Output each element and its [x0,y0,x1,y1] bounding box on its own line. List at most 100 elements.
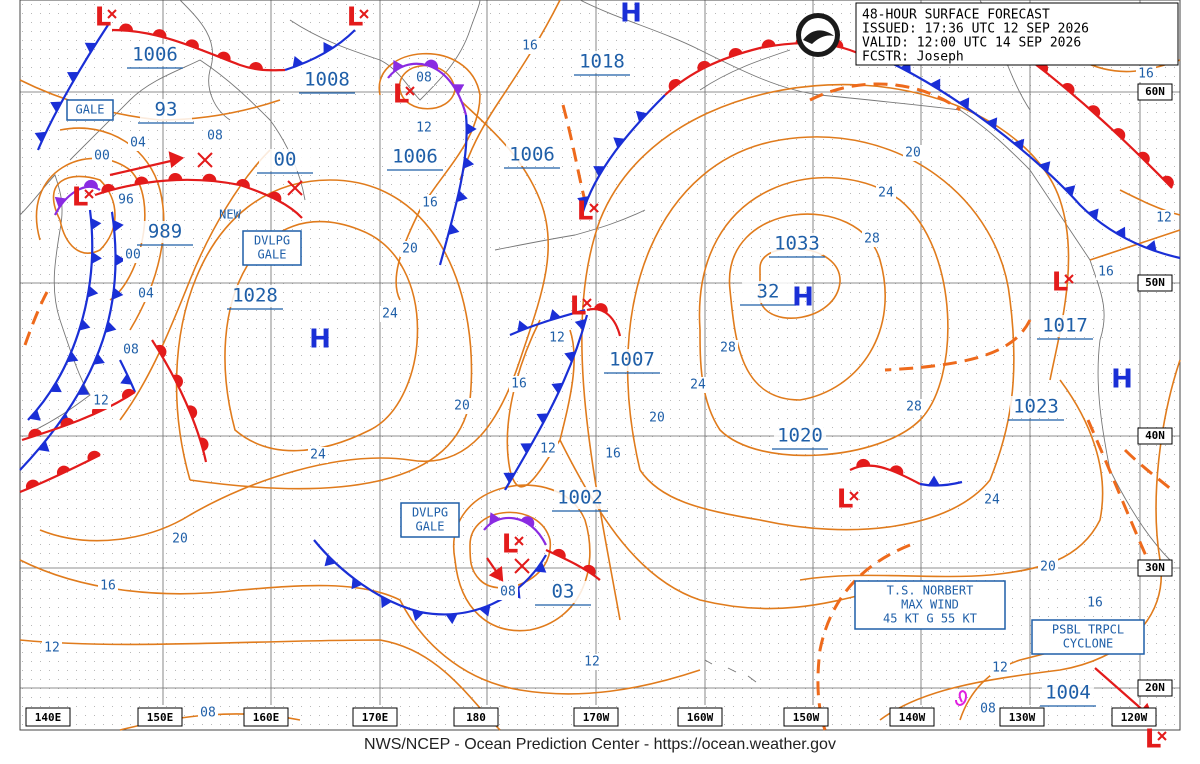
front-symbol [79,319,91,331]
front-symbol [155,344,167,358]
label-backdrop [116,192,136,208]
isobar-label: 16 [522,39,538,54]
pressure-value: 1008 [304,69,350,91]
front-line [509,308,586,337]
front-symbol [1113,128,1126,140]
cold-triangle [91,251,102,264]
front-symbol [520,443,533,454]
cold-triangle [593,166,605,177]
front-symbol [1062,82,1075,95]
front-symbol [582,564,596,576]
front-line [54,185,101,216]
isobar-label: 16 [1138,67,1154,82]
warm-semicircle [185,39,199,49]
warm-semicircle [202,173,217,182]
label-backdrop [414,120,434,136]
cold-triangle [113,219,124,232]
front-symbol [452,84,465,95]
label-backdrop [862,231,882,247]
noaa-logo [796,13,840,57]
warm-semicircle [668,78,682,91]
label-backdrop [92,148,112,164]
pressure-value: 03 [552,581,575,603]
front-line [861,48,1181,260]
lat-label: 30N [1145,561,1165,574]
front-symbol [856,458,871,467]
warm-semicircle [236,178,250,189]
warm-semicircle [155,344,167,358]
cold-triangle [54,196,67,208]
isobar-label: 08 [207,129,223,144]
front-symbol [351,577,363,590]
isobar-label: 16 [100,579,116,594]
low-symbol: L [1145,725,1162,755]
isobar-label: 24 [690,378,706,393]
x-marks [84,9,1167,741]
lon-label-box [1111,707,1157,727]
front-line [1029,59,1173,189]
label-backdrop [1038,559,1058,575]
lon-label-box [453,707,499,727]
isobar-label: 16 [605,447,621,462]
front-symbol [552,548,566,559]
annotation-box [1031,619,1145,655]
annotation-text: GALE [416,520,445,534]
front-symbol [187,405,198,419]
x-mark [514,558,530,574]
isobar-label: 08 [500,585,516,600]
front-symbol [113,219,124,232]
lon-label-box [137,707,183,727]
label-backdrop [128,135,148,151]
warm-semicircle [521,516,535,527]
front-symbol [121,388,135,400]
high-symbol: H [792,283,814,313]
cold-triangle [927,475,940,486]
front-symbol [217,51,231,62]
annotation-text: DVLPG [254,234,290,248]
isobar-label: 16 [1087,596,1103,611]
annotation-text: GALE [76,103,105,117]
cold-triangle [536,413,549,424]
cold-triangle [577,196,589,208]
lon-label: 160E [253,711,280,724]
front-symbol [445,613,458,625]
label-backdrop [1085,595,1105,611]
cold-triangle [986,117,998,130]
label-backdrop [301,69,353,91]
warm-semicircle [56,465,71,476]
warm-semicircle [424,59,439,70]
lat-label: 60N [1145,85,1165,98]
front-line [545,548,601,581]
warm-semicircle [121,388,135,400]
front-symbol [668,78,682,91]
low-symbol: L [347,3,364,33]
isobar-label: 12 [416,121,432,136]
front-symbol [60,417,75,428]
label-backdrop [1096,264,1116,280]
isobar-label: 24 [310,448,326,463]
front-symbol [574,318,587,331]
front-symbol [77,384,90,395]
label-backdrop [1154,210,1174,226]
front-line [284,29,356,72]
warm-semicircle [697,60,711,71]
isobar-label: 08 [200,706,216,721]
cold-triangle [324,554,336,567]
graticule [19,0,1181,731]
lon-label: 160W [687,711,714,724]
pressure-value: 1006 [392,146,438,168]
front-symbol [54,196,67,208]
front-symbol [549,309,561,321]
label-backdrop [136,286,156,302]
front-symbol [479,605,491,617]
warm-semicircle [889,465,904,476]
lon-label: 180 [466,711,486,724]
isobar-label: 20 [172,532,188,547]
front-symbol [534,561,547,573]
annotation-box [854,580,1006,630]
warm-semicircle [187,405,198,419]
cold-triangle [1145,240,1157,252]
label-backdrop [98,578,118,594]
label-backdrop [1136,66,1156,82]
